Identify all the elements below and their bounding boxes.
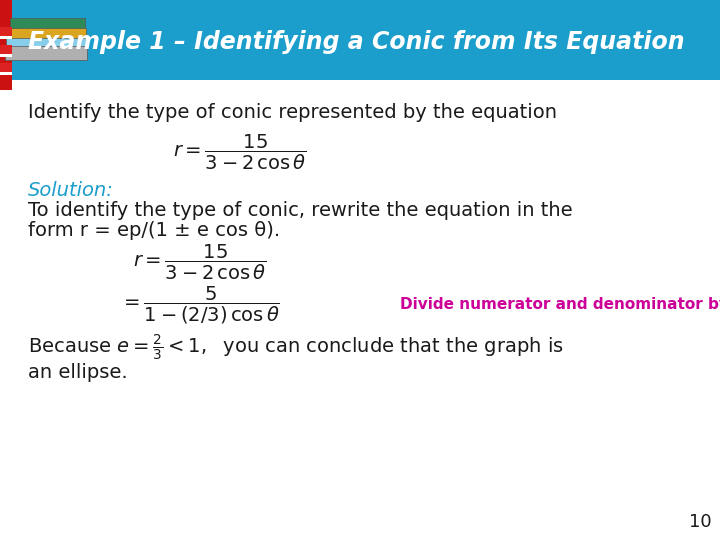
Text: Divide numerator and denominator by 3.: Divide numerator and denominator by 3. xyxy=(400,298,720,313)
Bar xyxy=(0,72,12,75)
Bar xyxy=(5,46,87,60)
Bar xyxy=(0,0,720,80)
Text: To identify the type of conic, rewrite the equation in the: To identify the type of conic, rewrite t… xyxy=(28,200,572,219)
Bar xyxy=(0,36,12,39)
Text: Solution:: Solution: xyxy=(28,180,114,199)
Bar xyxy=(0,27,12,39)
Text: Because $e = \frac{2}{3} < 1,$  you can conclude that the graph is: Because $e = \frac{2}{3} < 1,$ you can c… xyxy=(28,333,564,363)
Bar xyxy=(0,0,12,90)
Text: form r = ep/(1 ± e cos θ).: form r = ep/(1 ± e cos θ). xyxy=(28,220,280,240)
Bar xyxy=(6,38,86,50)
Text: $r = \dfrac{15}{3 - 2\,\cos\theta}$: $r = \dfrac{15}{3 - 2\,\cos\theta}$ xyxy=(173,132,307,172)
Bar xyxy=(0,63,12,75)
Text: $= \dfrac{5}{1 - (2/3)\,\cos\theta}$: $= \dfrac{5}{1 - (2/3)\,\cos\theta}$ xyxy=(120,285,280,326)
Text: 10: 10 xyxy=(689,513,711,531)
Text: an ellipse.: an ellipse. xyxy=(28,362,127,381)
Text: Identify the type of conic represented by the equation: Identify the type of conic represented b… xyxy=(28,103,557,122)
Bar xyxy=(0,54,12,57)
Bar xyxy=(8,28,86,40)
Bar xyxy=(10,18,85,30)
Bar xyxy=(0,45,12,57)
Text: $r = \dfrac{15}{3 - 2\,\cos\theta}$: $r = \dfrac{15}{3 - 2\,\cos\theta}$ xyxy=(133,242,267,281)
Text: Example 1 – Identifying a Conic from Its Equation: Example 1 – Identifying a Conic from Its… xyxy=(28,30,685,53)
